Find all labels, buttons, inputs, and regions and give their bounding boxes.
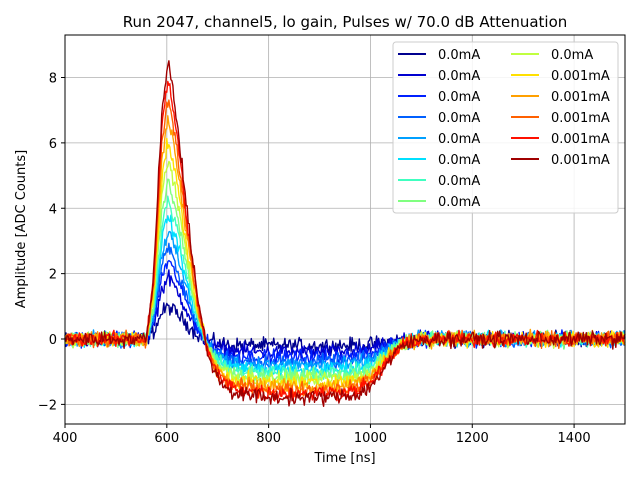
series-line [64,60,626,407]
x-tick-label: 1000 [354,431,387,446]
ticks: 400 600 800 1000 1200 1400 −2 0 2 4 6 8 [38,71,591,446]
legend-label: 0.001mA [551,69,610,84]
legend-label: 0.0mA [438,195,480,210]
legend-label: 0.0mA [438,69,480,84]
x-tick-label: 600 [154,431,179,446]
y-tick-label: 4 [49,202,57,217]
y-tick-label: 8 [49,71,57,86]
y-tick-label: −2 [38,398,57,413]
legend-label: 0.0mA [438,174,480,189]
x-tick-label: 400 [53,431,78,446]
legend-label: 0.0mA [438,153,480,168]
legend-label: 0.001mA [551,132,610,147]
y-tick-label: 6 [49,137,57,152]
x-tick-label: 1400 [558,431,591,446]
legend: 0.0mA 0.0mA 0.0mA 0.0mA 0.0mA 0.0mA 0.0mA 0.0mA… [392,41,619,214]
legend-label: 0.001mA [551,153,610,168]
plot-frame [64,34,626,425]
x-tick-label: 1200 [456,431,489,446]
legend-label: 0.0mA [438,111,480,126]
legend-label: 0.0mA [438,132,480,147]
legend-label: 0.001mA [551,90,610,105]
legend-label: 0.0mA [438,48,480,63]
legend-label: 0.0mA [551,48,593,63]
y-tick-label: 2 [49,268,57,283]
legend-box [392,41,619,214]
y-tick-label: 0 [49,333,57,348]
y-axis-label: Amplitude [ADC Counts] [14,150,29,308]
legend-label: 0.0mA [438,90,480,105]
legend-label: 0.001mA [551,111,610,126]
x-tick-label: 800 [256,431,281,446]
x-axis-label: Time [ns] [313,451,375,466]
chart-title: Run 2047, channel5, lo gain, Pulses w/ 7… [123,13,568,31]
series-layer [64,60,626,407]
